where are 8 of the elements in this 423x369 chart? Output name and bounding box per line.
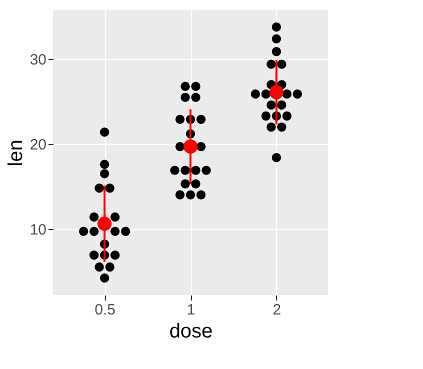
x-tick-label: 0.5 bbox=[94, 302, 116, 318]
y-tick-label: 10 bbox=[30, 221, 46, 238]
y-tick-label: 20 bbox=[30, 136, 46, 154]
y-tick-label: 30 bbox=[30, 52, 46, 69]
x-axis-title: dose bbox=[169, 320, 213, 342]
x-tick-label: 1 bbox=[186, 302, 196, 318]
y-axis-title: len bbox=[4, 140, 27, 166]
x-tick-label: 2 bbox=[272, 302, 282, 318]
